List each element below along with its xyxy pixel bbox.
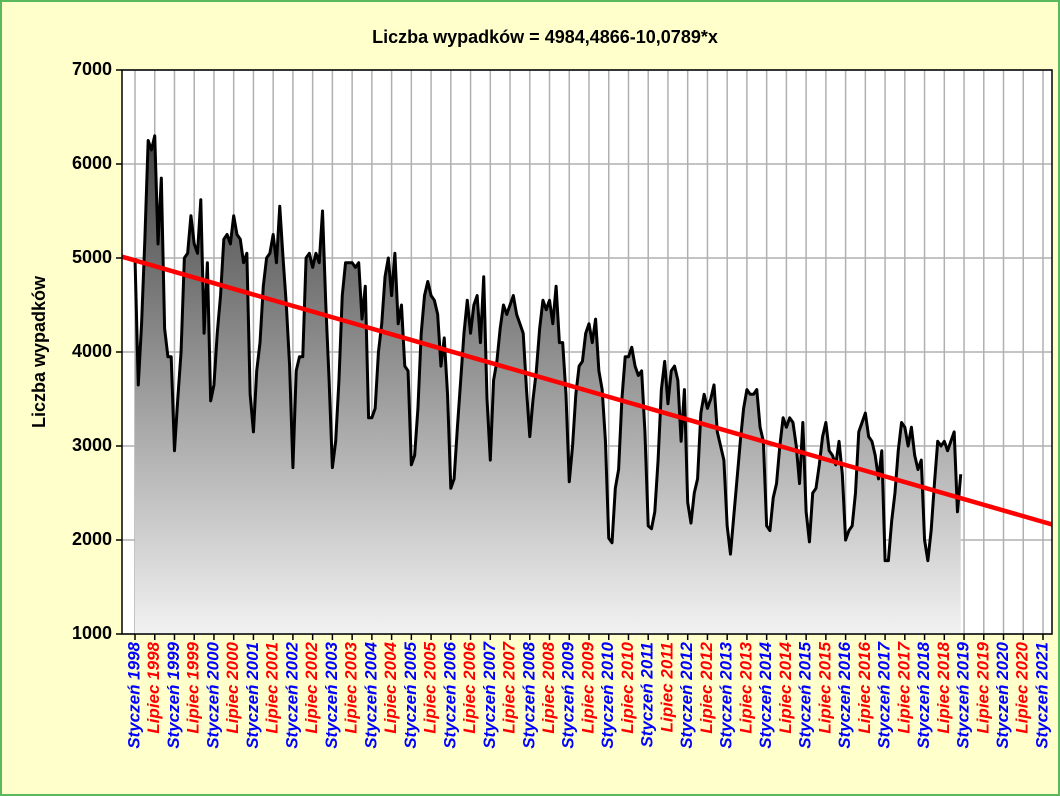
x-tick-label: Lipiec 1999 [184, 641, 203, 733]
area-fill [135, 135, 961, 635]
x-tick-label: Lipiec 2004 [381, 641, 400, 733]
trend-line-extension [121, 254, 136, 263]
x-tick-label: Styczeń 2011 [638, 642, 657, 748]
x-tick-label: Lipiec 2010 [618, 641, 637, 733]
x-tick-label: Lipiec 2015 [815, 641, 834, 733]
y-tick-label: 1000 [72, 623, 112, 643]
x-tick-label: Styczeń 2000 [203, 641, 222, 748]
x-tick-label: Styczeń 2009 [559, 641, 578, 748]
x-tick-label: Styczeń 2001 [243, 642, 262, 749]
x-tick-label: Lipiec 2008 [539, 641, 558, 733]
x-tick-label: Styczeń 2017 [875, 640, 894, 748]
x-tick-label: Lipiec 2013 [736, 641, 755, 733]
chart-title: Liczba wypadków = 4984,4866-10,0789*x [372, 27, 718, 47]
data-line [133, 134, 963, 563]
x-tick-label: Lipiec 2014 [776, 641, 795, 733]
x-tick-label: Styczeń 2006 [440, 641, 459, 748]
x-tick-label: Styczeń 2015 [796, 641, 815, 748]
x-tick-label: Lipiec 2003 [342, 641, 361, 733]
y-tick-label: 7000 [72, 59, 112, 79]
x-tick-label: Lipiec 2002 [302, 641, 321, 733]
x-tick-label: Styczeń 2004 [361, 641, 380, 748]
y-tick-label: 2000 [72, 529, 112, 549]
y-axis-label: Liczba wypadków [29, 275, 49, 428]
x-tick-label: Lipiec 2019 [973, 641, 992, 733]
trend-line [134, 258, 1044, 525]
plot-border [121, 69, 1053, 635]
x-tick-label: Styczeń 1998 [124, 641, 143, 748]
x-tick-label: Styczeń 2007 [480, 640, 499, 748]
y-tick-label: 6000 [72, 153, 112, 173]
x-tick-label: Lipiec 2011 [657, 642, 676, 732]
y-tick-label: 5000 [72, 247, 112, 267]
x-tick-label: Lipiec 1998 [144, 641, 163, 733]
x-tick-label: Styczeń 2002 [282, 641, 301, 748]
x-tick-label: Lipiec 2009 [578, 641, 597, 733]
x-tick-label: Lipiec 2005 [421, 641, 440, 733]
x-tick-label: Styczeń 2005 [401, 641, 420, 748]
x-tick-label: Styczeń 2012 [677, 641, 696, 748]
x-tick-label: Lipiec 2018 [934, 641, 953, 733]
x-tick-label: Styczeń 2018 [914, 641, 933, 748]
x-tick-label: Styczeń 2014 [756, 641, 775, 748]
x-tick-label: Lipiec 2000 [223, 641, 242, 733]
x-tick-label: Lipiec 2006 [460, 641, 479, 733]
x-tick-label: Styczeń 2008 [519, 641, 538, 748]
x-tick-label: Styczeń 2019 [954, 641, 973, 748]
trend-line-extension [1042, 519, 1053, 527]
x-tick-label: Lipiec 2012 [697, 641, 716, 733]
x-tick-label: Lipiec 2001 [263, 642, 282, 734]
x-tick-label: Lipiec 2017 [894, 640, 913, 733]
y-tick-label: 4000 [72, 341, 112, 361]
x-tick-label: Lipiec 2020 [1013, 641, 1032, 733]
x-tick-label: Styczeń 1999 [164, 641, 183, 748]
y-tick-label: 3000 [72, 435, 112, 455]
x-tick-label: Styczeń 2021 [1032, 642, 1051, 749]
x-tick-label: Styczeń 2020 [993, 641, 1012, 748]
x-tick-label: Styczeń 2013 [717, 641, 736, 748]
x-tick-label: Styczeń 2016 [835, 641, 854, 748]
x-tick-label: Lipiec 2016 [855, 641, 874, 733]
x-tick-label: Styczeń 2010 [598, 641, 617, 748]
x-tick-label: Lipiec 2007 [500, 640, 519, 733]
x-tick-label: Styczeń 2003 [322, 641, 341, 748]
